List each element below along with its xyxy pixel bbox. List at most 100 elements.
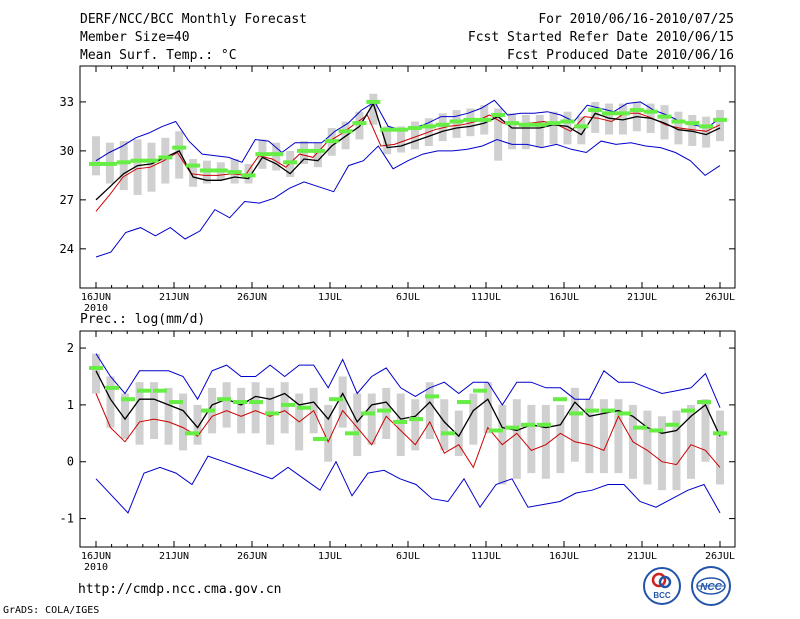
prec-median-marker xyxy=(649,428,663,433)
prec-median-marker xyxy=(489,428,503,433)
temp-ytick-label: 24 xyxy=(60,242,74,256)
prec-median-marker xyxy=(553,397,567,402)
temp-median-marker xyxy=(255,152,270,157)
prec-spread-box xyxy=(411,399,420,451)
prec-spread-box xyxy=(106,376,115,428)
temp-median-marker xyxy=(449,119,464,124)
prec-median-marker xyxy=(393,419,407,424)
prec-median-marker xyxy=(121,397,135,402)
prec-xtick-label: 21JUL xyxy=(627,551,657,562)
temp-spread-box xyxy=(147,142,156,192)
prec-spread-box xyxy=(716,410,724,485)
temp-median-marker xyxy=(283,160,298,165)
chart-title: DERF/NCC/BCC Monthly Forecast xyxy=(80,12,307,27)
prec-median-marker xyxy=(265,411,279,416)
prec-median-marker xyxy=(633,425,647,430)
temp-spread-box xyxy=(369,93,378,125)
temp-median-marker xyxy=(310,148,325,153)
temp-spread-box xyxy=(313,142,322,168)
temp-spread-box xyxy=(716,110,724,142)
temp-median-marker xyxy=(574,124,589,129)
temp-xtick-label: 6JUL xyxy=(396,292,420,303)
temp-spread-box xyxy=(341,121,350,150)
temp-median-marker xyxy=(380,127,395,132)
prec-median-marker xyxy=(105,385,119,390)
temp-median-marker xyxy=(477,117,492,122)
prec-median-marker xyxy=(201,408,215,413)
temp-xtick-label: 16JUN xyxy=(81,292,111,303)
prec-year-label: 2010 xyxy=(84,562,108,573)
temp-median-marker xyxy=(352,121,367,126)
prec-median-marker xyxy=(425,394,439,399)
temp-median-marker xyxy=(657,114,672,119)
ncc-logo: NCC xyxy=(691,566,731,606)
prec-max-line xyxy=(95,353,721,408)
prec-median-marker xyxy=(681,408,695,413)
temp-ytick-label: 27 xyxy=(60,193,74,207)
temp-median-marker xyxy=(144,158,159,163)
temp-median-marker xyxy=(615,111,630,116)
prec-median-marker xyxy=(153,388,167,393)
temp-spread-box xyxy=(618,103,627,135)
temp-spread-box xyxy=(438,113,447,142)
prec-spread-box xyxy=(193,404,202,445)
prec-median-marker xyxy=(345,431,359,436)
prec-median-marker xyxy=(233,400,247,405)
prec-median-marker xyxy=(665,422,679,427)
produced-date: Fcst Produced Date 2010/06/16 xyxy=(507,48,734,63)
prec-median-marker xyxy=(537,422,551,427)
temp-median-marker xyxy=(532,122,547,127)
temp-min-line xyxy=(95,138,721,258)
temp-median-marker xyxy=(407,126,422,131)
prec-spread-box xyxy=(686,404,695,479)
temp-median-marker xyxy=(172,145,187,150)
prec-spread-box xyxy=(251,382,260,434)
bcc-logo: BCC xyxy=(643,567,681,605)
prec-spread-box xyxy=(135,382,144,445)
prec-median-marker xyxy=(185,431,199,436)
temp-xtick-label: 21JUN xyxy=(159,292,189,303)
temp-spread-box xyxy=(410,121,419,150)
temp-median-marker xyxy=(338,129,353,134)
temp-median-marker xyxy=(435,122,450,127)
temp-spread-box xyxy=(397,126,406,153)
prec-median-marker xyxy=(169,400,183,405)
temp-xtick-label: 21JUL xyxy=(627,292,657,303)
prec-median-marker xyxy=(713,431,727,436)
prec-median-marker xyxy=(521,422,535,427)
prec-median-marker xyxy=(313,437,327,441)
prec-xtick-label: 26JUN xyxy=(237,551,267,562)
temp-spread-box xyxy=(383,126,392,155)
prec-spread-box xyxy=(121,393,130,439)
prec-spread-box xyxy=(324,404,333,462)
prec-median-marker xyxy=(137,388,151,393)
temp-median-marker xyxy=(713,117,727,122)
temp-xtick-label: 26JUL xyxy=(705,292,735,303)
temp-median-marker xyxy=(518,122,533,127)
temp-median-marker xyxy=(366,99,381,104)
prec-spread-box xyxy=(382,387,391,439)
prec-spread-box xyxy=(179,393,188,451)
prec-ytick-label: 1 xyxy=(67,398,74,412)
ncc-logo-text: NCC xyxy=(700,582,722,593)
temp-median-marker xyxy=(671,119,686,124)
prec-median-marker xyxy=(505,425,519,430)
temp-median-marker xyxy=(643,109,658,114)
prec-spread-box xyxy=(150,382,159,439)
temp-spread-box xyxy=(161,137,170,184)
prec-ytick-label: 2 xyxy=(67,341,74,355)
prec-mean-line xyxy=(95,370,721,438)
prec-spread-box xyxy=(483,382,492,434)
forecast-period: For 2010/06/16-2010/07/25 xyxy=(538,12,734,27)
temp-spread-box xyxy=(494,108,503,161)
prec-ytick-label: -1 xyxy=(60,512,74,526)
prec-spread-box xyxy=(614,399,623,474)
started-date: Fcst Started Refer Date 2010/06/15 xyxy=(467,30,734,45)
prec-xtick-label: 16JUL xyxy=(549,551,579,562)
temp-spread-box xyxy=(535,114,544,148)
temp-spread-box xyxy=(452,110,461,138)
prec-spread-box xyxy=(657,416,666,491)
prec-median-marker xyxy=(585,408,599,413)
source-url[interactable]: http://cmdp.ncc.cma.gov.cn xyxy=(78,582,282,597)
